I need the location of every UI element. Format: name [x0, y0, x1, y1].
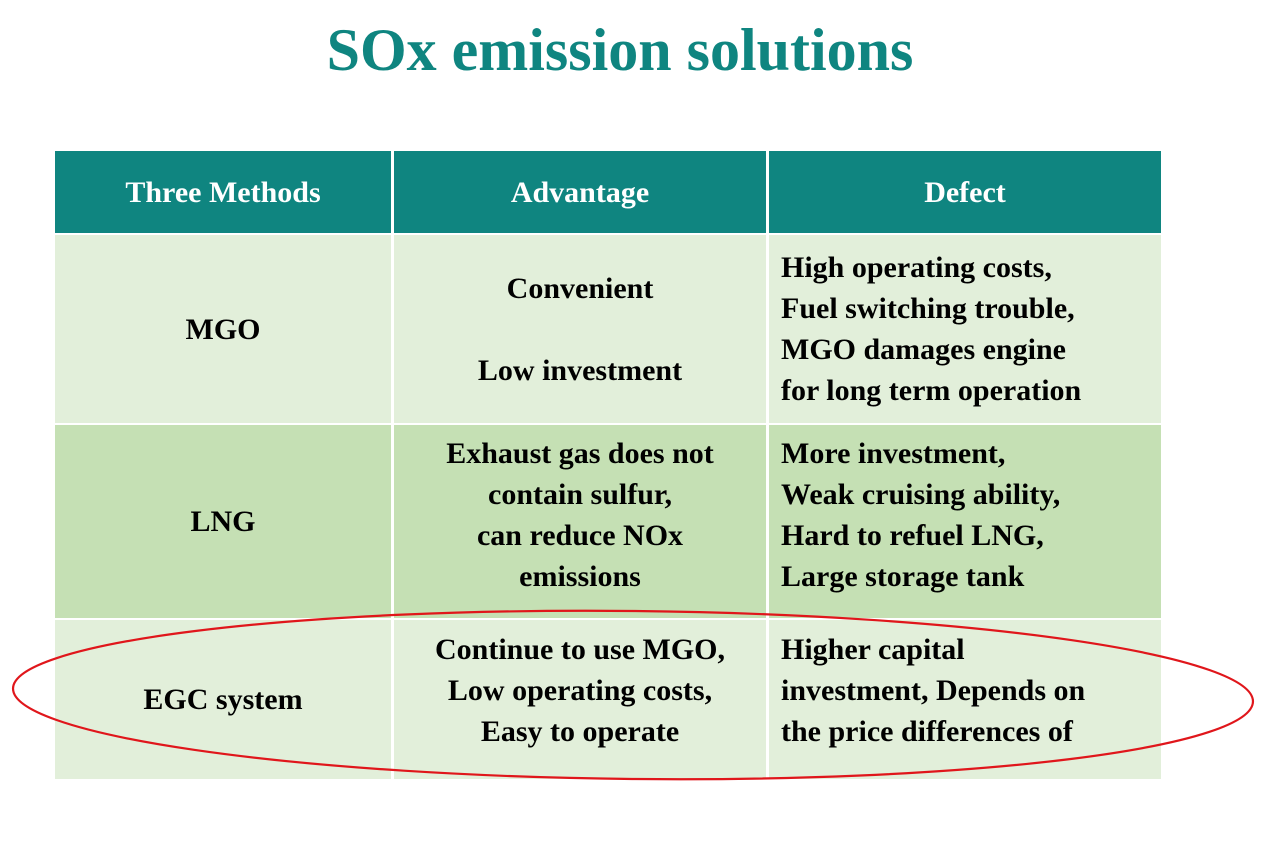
header-cell-methods: Three Methods: [55, 151, 391, 233]
defect-line: More investment,: [781, 437, 1006, 470]
advantage-line: contain sulfur,: [488, 478, 672, 511]
method-cell: EGC system: [55, 620, 391, 779]
advantage-cell: Convenient Low investment: [394, 235, 766, 423]
slide-title: SOx emission solutions: [326, 17, 914, 83]
advantage-line: Low operating costs,: [447, 674, 713, 707]
method-name: LNG: [190, 505, 256, 538]
advantage-line: Convenient: [506, 271, 654, 305]
advantage-cell: Exhaust gas does not contain sulfur, can…: [394, 425, 766, 618]
header-cell-defect: Defect: [769, 151, 1161, 233]
header-label: Defect: [924, 175, 1006, 209]
defect-line: Fuel switching trouble,: [781, 292, 1075, 325]
defect-line: the price differences of: [781, 715, 1073, 748]
table-row-mgo: MGO Convenient Low investment High opera…: [55, 235, 1161, 423]
table-header-row: Three Methods Advantage Defect: [55, 151, 1161, 233]
defect-cell: Higher capital investment, Depends on th…: [769, 620, 1161, 779]
defect-line: Weak cruising ability,: [781, 478, 1061, 511]
table-row-lng: LNG Exhaust gas does not contain sulfur,…: [55, 425, 1161, 618]
advantage-line: emissions: [519, 560, 641, 593]
header-cell-advantage: Advantage: [394, 151, 766, 233]
header-label: Advantage: [510, 175, 650, 209]
defect-line: MGO damages engine: [781, 333, 1066, 366]
defect-line: High operating costs,: [781, 251, 1052, 284]
defect-line: for long term operation: [781, 374, 1082, 407]
advantage-line: Continue to use MGO,: [434, 633, 725, 666]
method-name: MGO: [185, 312, 261, 346]
table-row-egc-system: EGC system Continue to use MGO, Low oper…: [55, 620, 1161, 779]
defect-line: Higher capital: [781, 633, 965, 666]
header-label: Three Methods: [125, 175, 321, 209]
defect-line: Hard to refuel LNG,: [781, 519, 1044, 552]
advantage-line: Low investment: [477, 353, 683, 387]
method-name: EGC system: [143, 683, 303, 716]
defect-line: investment, Depends on: [781, 674, 1086, 707]
advantage-line: Exhaust gas does not: [446, 437, 714, 470]
method-cell: LNG: [55, 425, 391, 618]
defect-cell: High operating costs, Fuel switching tro…: [769, 235, 1161, 423]
advantage-line: Easy to operate: [480, 715, 680, 748]
defect-line: Large storage tank: [781, 560, 1025, 593]
advantage-line: can reduce NOx: [476, 519, 684, 552]
method-cell: MGO: [55, 235, 391, 423]
defect-cell: More investment, Weak cruising ability, …: [769, 425, 1161, 618]
advantage-cell: Continue to use MGO, Low operating costs…: [394, 620, 766, 779]
